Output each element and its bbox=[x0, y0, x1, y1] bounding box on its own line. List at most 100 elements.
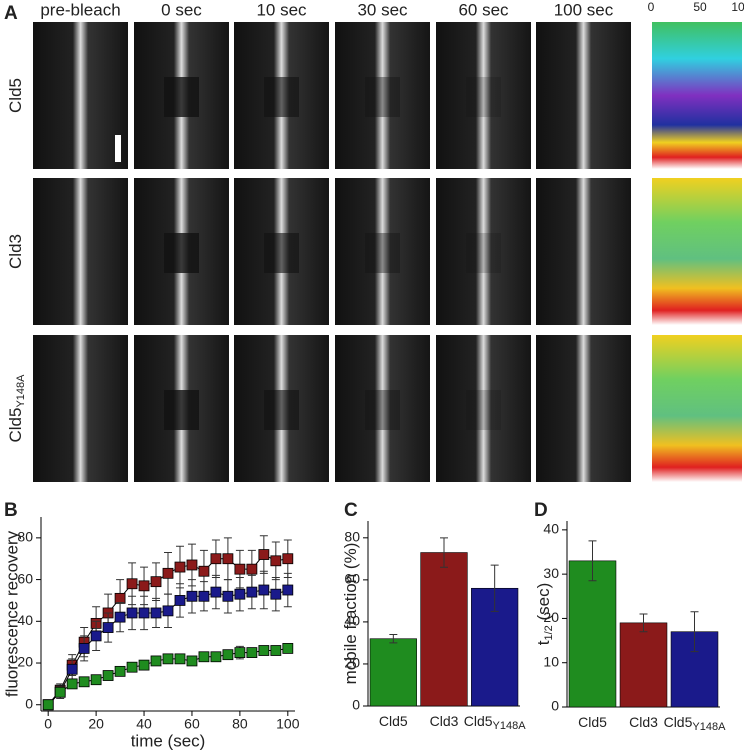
y-axis-label-main: t bbox=[534, 640, 553, 645]
marker bbox=[162, 567, 174, 579]
micrograph bbox=[436, 178, 531, 325]
scale-bar bbox=[115, 135, 121, 162]
marker bbox=[246, 586, 258, 598]
marker bbox=[126, 661, 138, 673]
y-tick-label: 80 bbox=[344, 529, 360, 545]
x-tick-label: Cld5 bbox=[379, 713, 408, 729]
marker bbox=[258, 645, 270, 656]
marker bbox=[126, 578, 138, 590]
micrograph bbox=[335, 22, 430, 169]
y-axis-label: mobile fraction (%) bbox=[341, 543, 360, 685]
marker bbox=[210, 651, 222, 663]
marker bbox=[234, 563, 246, 575]
bar bbox=[619, 622, 668, 708]
bar bbox=[369, 638, 417, 707]
marker bbox=[246, 647, 258, 658]
micrograph bbox=[436, 335, 531, 482]
row-label-main: Cld5 bbox=[6, 408, 25, 443]
row-label: Cld3 bbox=[6, 234, 25, 269]
marker bbox=[90, 630, 102, 642]
y-tick-label: 0 bbox=[352, 697, 360, 713]
error-bar bbox=[588, 540, 597, 582]
y-tick-label: 20 bbox=[543, 609, 559, 625]
row-label-main: Cld5 bbox=[6, 78, 25, 113]
y-axis-label: fluorescence recovery bbox=[2, 530, 21, 697]
marker bbox=[90, 674, 102, 686]
marker bbox=[222, 649, 234, 661]
x-tick-label-main: Cld5 bbox=[578, 714, 607, 730]
panel-label: A bbox=[4, 3, 18, 24]
marker bbox=[78, 676, 90, 688]
marker bbox=[246, 563, 258, 575]
x-tick-label: Cld5Y148A bbox=[464, 713, 526, 732]
bleach-region bbox=[164, 77, 199, 117]
x-tick-label-main: Cld3 bbox=[430, 713, 459, 729]
marker bbox=[162, 605, 174, 617]
marker bbox=[174, 595, 186, 606]
kymograph bbox=[652, 22, 742, 169]
column-header: 10 sec bbox=[256, 0, 307, 19]
marker bbox=[258, 549, 270, 560]
error-bar bbox=[389, 634, 398, 644]
y-tick-label: 80 bbox=[17, 529, 33, 545]
marker bbox=[150, 576, 162, 588]
x-tick-label: Cld3 bbox=[430, 713, 459, 729]
bar bbox=[420, 552, 468, 707]
panel-label: B bbox=[4, 500, 18, 521]
micrograph bbox=[536, 178, 631, 325]
row-label: Cld5 bbox=[6, 78, 25, 113]
error-bar bbox=[690, 611, 699, 653]
marker bbox=[186, 655, 198, 667]
marker bbox=[66, 663, 78, 675]
y-tick-label: 40 bbox=[543, 521, 559, 537]
kymograph bbox=[652, 178, 742, 325]
kymograph bbox=[652, 335, 742, 482]
marker bbox=[102, 622, 114, 633]
kymograph-tick: 10 bbox=[731, 0, 744, 14]
bleach-region bbox=[466, 390, 501, 430]
marker bbox=[174, 561, 186, 573]
x-tick-label-main: Cld5 bbox=[464, 713, 493, 729]
marker bbox=[138, 580, 150, 592]
y-tick-label: 10 bbox=[543, 653, 559, 669]
micrograph bbox=[335, 335, 430, 482]
y-tick-label: 40 bbox=[17, 612, 33, 628]
marker bbox=[126, 607, 138, 619]
micrograph bbox=[436, 22, 531, 169]
marker bbox=[210, 553, 222, 565]
y-tick-label: 0 bbox=[25, 695, 33, 711]
marker bbox=[270, 588, 282, 600]
x-tick-label: 20 bbox=[88, 716, 104, 732]
y-tick-label: 60 bbox=[17, 570, 33, 586]
marker bbox=[162, 653, 174, 665]
bleach-region bbox=[466, 77, 501, 117]
bleach-region bbox=[264, 77, 299, 117]
x-tick-label-main: Cld3 bbox=[629, 714, 658, 730]
error-bar bbox=[639, 613, 648, 633]
marker bbox=[114, 611, 126, 623]
bleach-region bbox=[365, 77, 400, 117]
panel-label: D bbox=[534, 500, 548, 521]
micrograph bbox=[33, 22, 128, 169]
marker bbox=[138, 659, 150, 671]
row-label-main: Cld3 bbox=[6, 234, 25, 269]
marker bbox=[282, 553, 294, 565]
y-tick-label: 40 bbox=[344, 613, 360, 629]
panel-label: C bbox=[344, 500, 358, 521]
marker bbox=[42, 699, 54, 711]
x-tick-label: 100 bbox=[276, 716, 300, 732]
y-axis-label-suffix: (sec) bbox=[534, 583, 553, 626]
row-label-sub: Y148A bbox=[15, 374, 27, 408]
y-axis-label-sub: 1/2 bbox=[543, 625, 555, 640]
bleach-region bbox=[164, 390, 199, 430]
x-tick-label-sub: Y148A bbox=[692, 721, 726, 733]
x-tick-label-main: Cld5 bbox=[379, 713, 408, 729]
x-axis-label: time (sec) bbox=[131, 731, 206, 750]
marker bbox=[270, 555, 282, 567]
micrograph bbox=[335, 178, 430, 325]
y-tick-label: 20 bbox=[344, 655, 360, 671]
marker bbox=[198, 651, 210, 663]
error-bar bbox=[490, 564, 499, 612]
bleach-region bbox=[365, 390, 400, 430]
